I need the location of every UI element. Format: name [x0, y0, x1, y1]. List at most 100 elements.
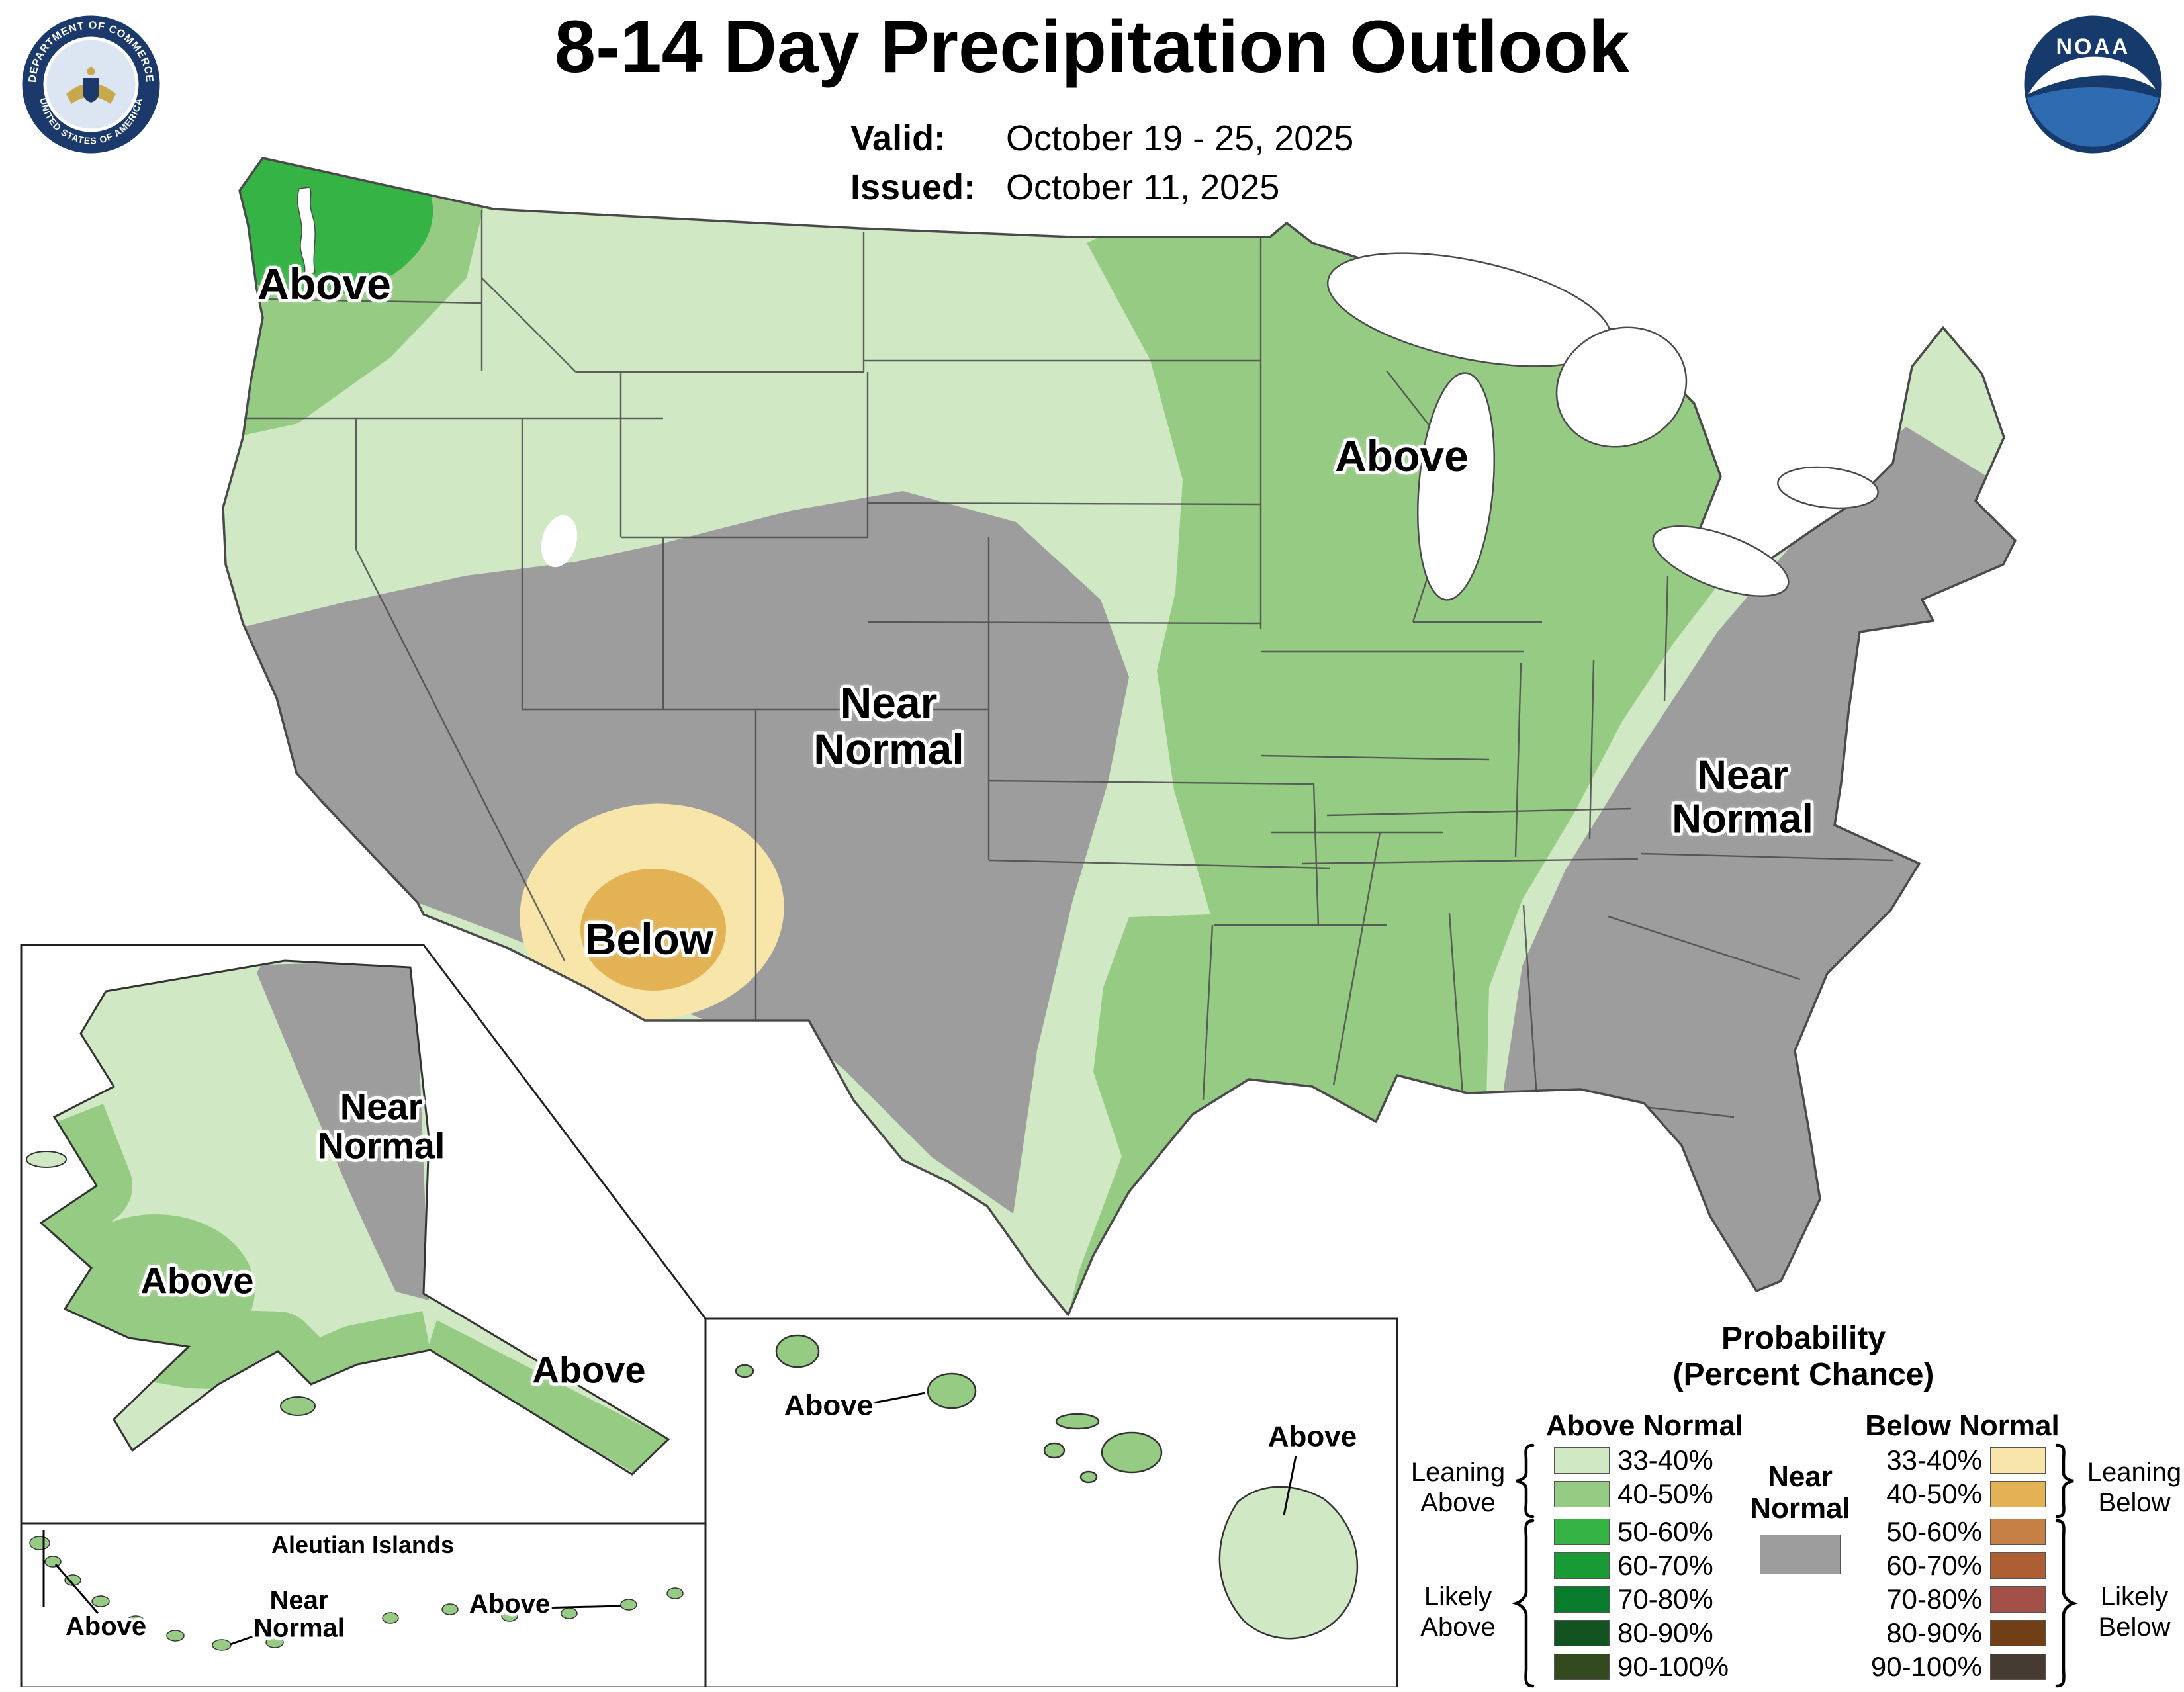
kahoolawe: [1079, 1470, 1098, 1484]
map-label-central-near-normal: Near Normal: [813, 678, 964, 774]
leader-line: [230, 1626, 279, 1646]
leader-line: [539, 1605, 621, 1609]
aleutian-island: [620, 1599, 637, 1611]
validity-block: Valid: October 19 - 25, 2025 Issued: Oct…: [850, 118, 1353, 216]
legend-range-label: 80-90%: [1617, 1617, 1713, 1648]
doc-seal-shield: [83, 78, 99, 103]
legend-range-label: 50-60%: [1617, 1515, 1713, 1547]
legend-near-normal-block: Near Normal: [1737, 1460, 1863, 1574]
legend-range-label: 40-50%: [1886, 1478, 1982, 1509]
legend-swatch-above: [1554, 1653, 1610, 1680]
alaska-label-above-southeast: Above: [532, 1349, 646, 1391]
oahu: [927, 1372, 977, 1409]
legend-title-block: Probability (Percent Chance): [1655, 1320, 1952, 1393]
issued-row: Issued: October 11, 2025: [850, 167, 1353, 208]
legend-row: 80-90%: [1870, 1617, 2046, 1648]
map-label-northwest-above: Above: [257, 259, 391, 309]
legend-swatch-above: [1554, 1552, 1610, 1579]
noaa-seagull-icon: [2028, 56, 2156, 94]
alaska-label-near-normal: Near Normal: [317, 1085, 445, 1167]
legend-range-label: 60-70%: [1617, 1549, 1713, 1581]
aleutian-label-above-east: Above: [469, 1589, 551, 1619]
region-below-inner: [580, 869, 726, 991]
aleutian-island: [441, 1603, 459, 1615]
legend-range-label: 33-40%: [1886, 1444, 1982, 1476]
legend-range-label: 80-90%: [1886, 1617, 1982, 1648]
maui: [1101, 1431, 1163, 1474]
valid-row: Valid: October 19 - 25, 2025: [850, 118, 1353, 159]
kauai: [775, 1334, 820, 1368]
lake-ontario: [1777, 466, 1879, 510]
legend-swatch-near-normal: [1760, 1534, 1841, 1574]
legend-row: 40-50%: [1870, 1478, 2046, 1509]
leader-line: [54, 1564, 99, 1614]
legend-row: 50-60%: [1870, 1516, 2046, 1547]
legend-row: 70-80%: [1554, 1583, 1729, 1615]
aleutian-island: [666, 1587, 684, 1599]
st-lawrence-island: [26, 1151, 67, 1168]
big-island: [1218, 1486, 1359, 1640]
aleutian-island: [126, 1615, 145, 1627]
brace-likely-below: [2053, 1518, 2079, 1692]
aleutian-island: [322, 1623, 340, 1635]
legend-swatch-above: [1554, 1619, 1610, 1646]
legend-title: Probability: [1721, 1321, 1886, 1356]
alaska-outline: [39, 959, 670, 1476]
aleutian-leader-lines: [42, 1530, 621, 1646]
map-label-southwest-below: Below: [584, 914, 714, 964]
legend-range-label: 40-50%: [1617, 1478, 1713, 1509]
legend-leaning-below-label: Leaning Below: [2087, 1458, 2182, 1517]
leader-line: [866, 1392, 926, 1405]
niihau: [735, 1364, 754, 1378]
lanai: [1043, 1442, 1066, 1459]
molokai: [1055, 1413, 1100, 1430]
legend-swatch-above: [1554, 1585, 1610, 1613]
legend-likely-above-label: Likely Above: [1420, 1582, 1496, 1642]
alaska-near-normal-region: [257, 961, 429, 1300]
leader-line: [1283, 1455, 1297, 1516]
legend-near-normal-label: Near Normal: [1750, 1460, 1850, 1525]
aleutian-island: [44, 1556, 62, 1568]
valid-label: Valid:: [850, 118, 946, 158]
legend-below-header: Below Normal: [1865, 1409, 2060, 1442]
hawaii-label-above-oahu: Above: [784, 1389, 874, 1422]
legend-swatch-below: [1990, 1480, 2046, 1507]
aleutian-label-above-west: Above: [65, 1611, 147, 1641]
map-label-midwest-above: Above: [1335, 431, 1469, 481]
legend-swatch-below: [1990, 1653, 2046, 1680]
aleutian-island: [265, 1636, 284, 1648]
legend-range-label: 33-40%: [1617, 1444, 1713, 1476]
map-label-east-near-normal: Near Normal: [1672, 752, 1813, 842]
puget-sound: [296, 187, 316, 275]
legend-row: 40-50%: [1554, 1478, 1729, 1509]
alaska-panhandle-above: [427, 1320, 668, 1473]
legend-leaning-above-label: Leaning Above: [1410, 1458, 1506, 1517]
legend-row: 90-100%: [1870, 1650, 2046, 1682]
legend-swatch-below: [1990, 1447, 2046, 1474]
legend-swatch-below: [1990, 1619, 2046, 1646]
great-lakes: [1326, 252, 1879, 601]
brace-leaning-below: [2053, 1443, 2079, 1523]
legend-swatch-below: [1990, 1585, 2046, 1613]
aleutian-island: [212, 1639, 232, 1651]
doc-seal-star: [87, 67, 95, 75]
page-title: 8-14 Day Precipitation Outlook: [554, 5, 1630, 88]
brace-likely-above: [1510, 1518, 1537, 1692]
legend-row: 60-70%: [1870, 1550, 2046, 1581]
legend-row: 80-90%: [1554, 1617, 1729, 1648]
lake-huron: [1555, 326, 1688, 448]
noaa-logo: NOAA: [2022, 13, 2164, 156]
legend-row: 33-40%: [1554, 1444, 1729, 1476]
noaa-logo-graphic: NOAA: [2024, 15, 2162, 154]
noaa-lower-half: [2027, 87, 2159, 147]
aleutian-island: [561, 1607, 578, 1619]
legend-swatch-above: [1554, 1480, 1610, 1507]
legend-row: 60-70%: [1554, 1549, 1729, 1581]
aleutian-islands: [29, 1536, 684, 1651]
aleutian-label-near-normal: Near Normal: [253, 1585, 345, 1643]
legend-range-label: 90-100%: [1870, 1650, 1982, 1682]
legend-range-label: 70-80%: [1617, 1583, 1713, 1615]
issued-value: October 11, 2025: [1006, 167, 1280, 207]
